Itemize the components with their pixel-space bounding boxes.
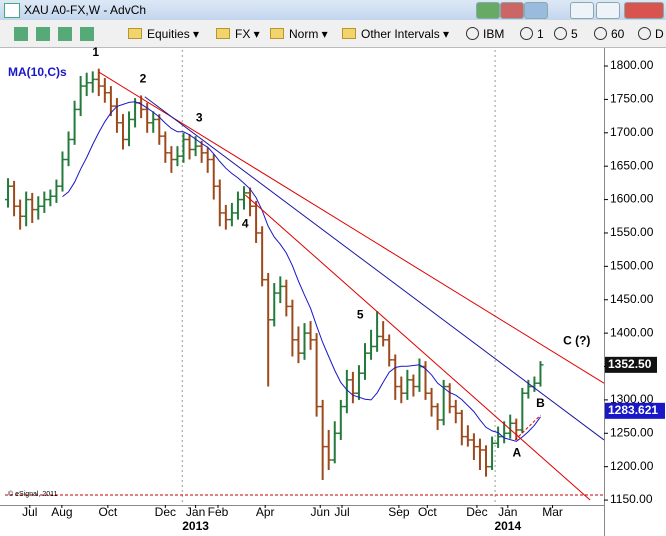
y-tick-label: 1300.00 [610, 392, 654, 406]
x-tick-label: Jan [186, 505, 205, 519]
x-tick-label: Jul [22, 505, 37, 519]
y-tick-label: 1650.00 [610, 158, 654, 172]
link-button[interactable] [476, 2, 500, 19]
trend-line [144, 96, 605, 441]
year-label: 2013 [182, 519, 209, 533]
y-tick-label: 1500.00 [610, 259, 654, 273]
trend-line [98, 71, 605, 384]
ma-price-box [605, 402, 665, 419]
toolbar: Equities ▾ FX ▾ Norm ▾ Other Intervals ▾… [0, 21, 666, 48]
credit: © eSignal, 2011 [8, 490, 58, 498]
last-price-box [605, 356, 657, 373]
chart-background [0, 48, 666, 536]
title-bar: XAU A0-FX,W - AdvCh [0, 0, 666, 20]
wave-label: 1 [92, 45, 99, 59]
wave-label: 5 [357, 307, 364, 321]
menu-button[interactable]: Other Intervals ▾ [342, 27, 449, 41]
tool-button[interactable] [524, 2, 548, 19]
menu-button[interactable]: Equities ▾ [128, 27, 199, 41]
y-tick-label: 1400.00 [610, 325, 654, 339]
symbol-button[interactable]: IBM [466, 27, 504, 41]
x-tick-label: Oct [99, 505, 118, 519]
interval-label: 5 [571, 27, 578, 41]
y-tick-label: 1150.00 [610, 492, 653, 506]
symbol-label: IBM [483, 27, 505, 41]
interval-button[interactable]: D [638, 27, 664, 41]
x-tick-label: Dec [155, 505, 176, 519]
x-tick-label: Dec [466, 505, 487, 519]
interval-label: 1 [537, 27, 544, 41]
y-tick-label: 1600.00 [610, 192, 654, 206]
x-tick-label: Jul [334, 505, 349, 519]
interval-button[interactable]: 1 [520, 27, 544, 41]
interval-button[interactable]: 5 [554, 27, 578, 41]
x-tick-label: Apr [256, 505, 275, 519]
wave-label: A [513, 445, 522, 459]
y-tick-label: 1700.00 [610, 125, 654, 139]
menu-label: Equities [147, 27, 190, 41]
tool-button[interactable] [500, 2, 524, 19]
menu-button[interactable]: FX ▾ [216, 27, 260, 41]
x-tick-label: Jun [311, 505, 330, 519]
x-tick-label: Jan [498, 505, 517, 519]
legend-label: MA(10,C)s [8, 65, 67, 79]
maximize-button[interactable] [596, 2, 620, 19]
x-tick-label: Oct [418, 505, 437, 519]
menu-label: Norm [289, 27, 319, 41]
wave-label: B [536, 396, 545, 410]
close-button[interactable] [624, 2, 664, 19]
wave-label: 4 [242, 216, 249, 230]
last-price-label: 1352.50 [608, 357, 652, 371]
window-title: XAU A0-FX,W - AdvCh [24, 3, 147, 17]
x-tick-label: Mar [542, 505, 563, 519]
y-tick-label: 1750.00 [610, 92, 654, 106]
x-tick-label: Feb [208, 505, 229, 519]
interval-label: D [655, 27, 664, 41]
trend-line [514, 414, 541, 441]
x-tick-label: Aug [51, 505, 72, 519]
menu-label: Other Intervals [361, 27, 440, 41]
interval-label: 60 [611, 27, 625, 41]
x-tick-label: Sep [388, 505, 410, 519]
wave-label: 2 [140, 72, 147, 86]
y-tick-label: 1800.00 [610, 58, 654, 72]
minimize-button[interactable] [570, 2, 594, 19]
app-icon [4, 3, 20, 18]
ma-line [62, 101, 541, 442]
wave-label: 3 [196, 110, 203, 124]
ma-price-label: 1283.621 [608, 403, 658, 417]
menu-button[interactable]: Norm ▾ [270, 27, 328, 41]
wave-label: C (?) [563, 333, 590, 347]
y-tick-label: 1550.00 [610, 225, 654, 239]
menu-label: FX [235, 27, 251, 41]
trend-line [244, 194, 591, 501]
year-label: 2014 [494, 519, 521, 533]
toolbar-icons[interactable] [14, 27, 94, 41]
y-tick-label: 1200.00 [610, 459, 654, 473]
interval-button[interactable]: 60 [594, 27, 624, 41]
y-tick-label: 1450.00 [610, 292, 654, 306]
y-tick-label: 1250.00 [610, 425, 654, 439]
